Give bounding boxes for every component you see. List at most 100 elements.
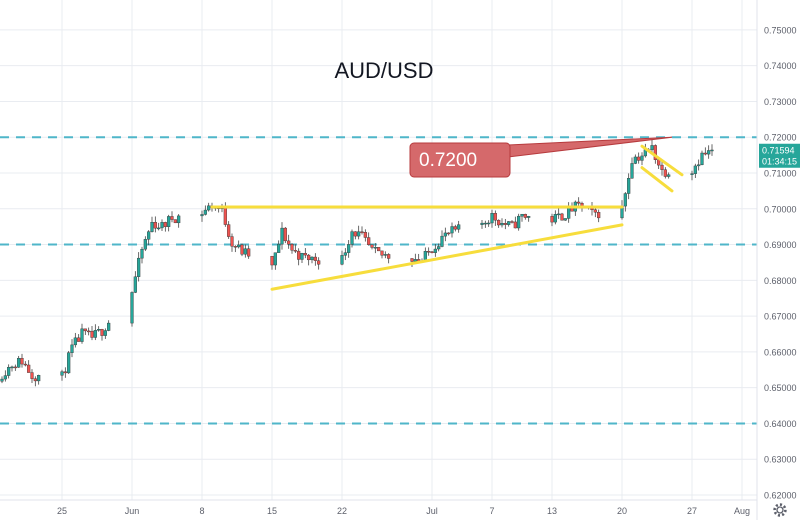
candle-up <box>130 292 134 324</box>
candle-up <box>67 352 71 374</box>
candle-down <box>153 222 157 229</box>
trendline[interactable] <box>640 144 684 177</box>
candle-up <box>383 254 387 256</box>
candle-down <box>410 258 414 262</box>
candle-down <box>653 145 657 160</box>
trendline[interactable] <box>270 223 624 291</box>
candle-down <box>240 244 244 255</box>
time-tick-label: Jun <box>125 506 140 516</box>
price-tick-label: 0.65000 <box>764 383 797 393</box>
price-tick-label: 0.69000 <box>764 240 797 250</box>
candle-up <box>10 366 14 369</box>
candle-down <box>430 251 434 253</box>
candle-up <box>690 173 694 175</box>
candle-up <box>640 155 644 161</box>
candle-up <box>17 358 21 368</box>
candle-down <box>87 330 91 333</box>
candle-up <box>373 247 377 249</box>
candle-down <box>227 224 231 237</box>
candle-up <box>440 235 444 247</box>
candle-up <box>413 259 417 262</box>
candle-down <box>287 240 291 245</box>
candle-down <box>63 371 67 374</box>
candle-down <box>550 216 554 223</box>
candle-up <box>277 243 281 253</box>
settings-button[interactable] <box>770 500 790 520</box>
time-tick-label: Aug <box>734 506 750 516</box>
candle-down <box>173 219 177 224</box>
price-tick-label: 0.64000 <box>764 419 797 429</box>
candle-down <box>387 254 391 259</box>
settings-button-bg[interactable] <box>770 500 790 520</box>
level-layer[interactable] <box>0 136 757 425</box>
candle-down <box>703 152 707 155</box>
time-tick-label: 7 <box>489 506 494 516</box>
candle-up <box>343 252 347 256</box>
candle-down <box>493 213 497 221</box>
candle-down <box>367 237 371 245</box>
time-tick-label: 27 <box>687 506 697 516</box>
candle-up <box>97 329 101 331</box>
candle-up <box>557 213 561 216</box>
candle-down <box>503 223 507 225</box>
candle-down <box>510 221 514 223</box>
candle-down <box>83 328 87 332</box>
candle-up <box>433 248 437 253</box>
candle-up <box>450 226 454 234</box>
candle-up <box>300 253 304 260</box>
candle-up <box>107 322 111 331</box>
candle-up <box>553 214 557 223</box>
candle-up <box>73 337 77 346</box>
candle-down <box>360 231 364 233</box>
candle-up <box>630 163 634 179</box>
candle-up <box>37 375 41 382</box>
price-tick-label: 0.62000 <box>764 491 797 501</box>
price-tick-label: 0.66000 <box>764 347 797 357</box>
candle-down <box>593 209 597 213</box>
candle-up <box>500 223 504 226</box>
candle-up <box>237 244 241 248</box>
candle-up <box>627 178 631 194</box>
time-tick-label: 20 <box>617 506 627 516</box>
candle-down <box>27 364 31 373</box>
candle-down <box>453 226 457 230</box>
price-tick-label: 0.71000 <box>764 169 797 179</box>
price-tick-label: 0.70000 <box>764 204 797 214</box>
candle-up <box>103 330 107 336</box>
candle-down <box>233 246 237 248</box>
time-axis[interactable]: 25 Jun 8 15 22 Jul 7 13 20 27 Aug <box>57 506 750 516</box>
candle-up <box>93 330 97 338</box>
candle-down <box>637 156 641 161</box>
price-tick-label: 0.74000 <box>764 61 797 71</box>
candle-down <box>297 250 301 260</box>
candle-down <box>77 337 81 342</box>
callout-box[interactable] <box>409 142 511 178</box>
candle-up <box>487 222 491 225</box>
candle-down <box>303 253 307 256</box>
candle-down <box>247 248 251 257</box>
candle-up <box>207 205 211 211</box>
candle-up <box>350 231 354 245</box>
candle-up <box>137 257 141 277</box>
candle-up <box>80 328 84 342</box>
candle-up <box>520 213 524 217</box>
trend-layer[interactable] <box>210 144 684 291</box>
candle-down <box>33 378 37 382</box>
time-tick-label: 8 <box>199 506 204 516</box>
candle-up <box>507 221 511 225</box>
trendline[interactable] <box>640 166 674 193</box>
candle-down <box>283 227 287 242</box>
candle-up <box>60 371 64 376</box>
candle-down <box>497 219 501 226</box>
candle-down <box>663 169 667 177</box>
gear-icon <box>773 503 787 517</box>
candle-up <box>150 222 154 232</box>
price-axis[interactable]: 0.75000 0.74000 0.73000 0.72000 0.71000 0.700… <box>764 25 797 500</box>
candle-up <box>143 239 147 250</box>
callout-layer[interactable]: 0.7200 <box>409 136 673 178</box>
candle-up <box>7 366 11 376</box>
